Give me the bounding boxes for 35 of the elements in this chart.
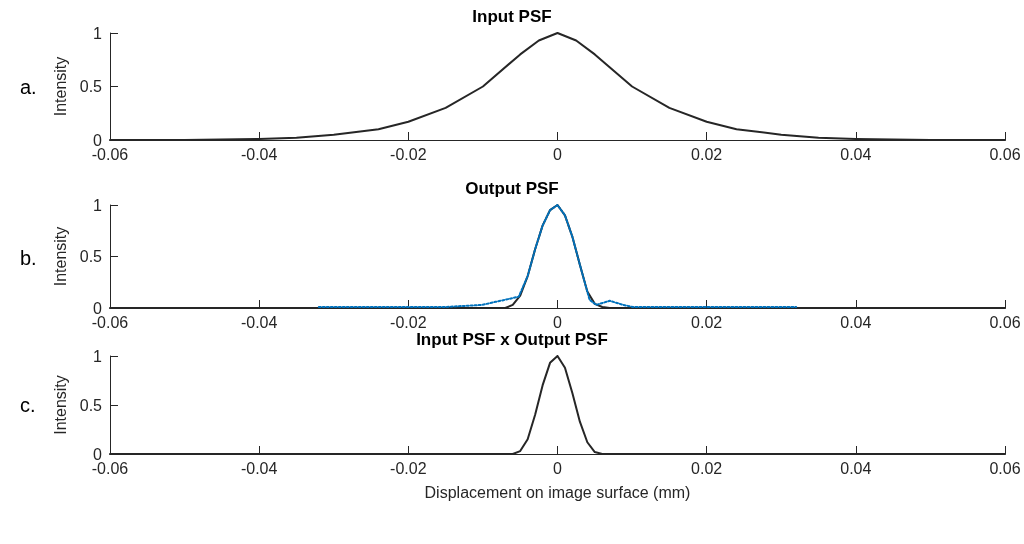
y-axis-title: Intensity [52,226,70,287]
x-tick-label: 0.06 [989,313,1021,331]
x-tick-label: -0.02 [390,313,427,331]
x-tick-label: -0.04 [240,145,278,163]
x-tick-label: 0 [553,145,563,163]
chart-title: Input PSF [472,7,552,26]
x-axis-title: Displacement on image surface (mm) [424,483,691,501]
y-tick-label: 0.5 [79,248,103,265]
y-tick-label: 0.5 [79,396,103,414]
x-tick-label: -0.02 [390,459,427,477]
x-tick-label: 0 [553,313,563,331]
y-tick-label: 0.5 [79,78,103,95]
y-axis-title: Intensity [52,375,70,435]
text: a. [20,75,37,98]
x-tick-label: 0.02 [691,459,723,477]
y-tick-label: 1 [93,196,103,214]
chart-title: Input PSF x Output PSF [416,330,608,349]
text: c. [20,394,36,416]
y-axis-title: Intensity [52,56,70,117]
x-tick-label: 0.04 [840,459,872,477]
y-tick-label: 1 [93,24,103,42]
x-tick-label: 0.02 [691,313,723,331]
x-tick-label: 0 [553,459,563,477]
x-tick-label: 0.06 [989,145,1021,163]
x-tick-label: 0.06 [989,459,1021,477]
x-tick-label: -0.02 [390,145,427,163]
chart-title: Output PSF [465,179,559,198]
x-tick-label: -0.04 [240,313,278,331]
x-tick-label: 0.04 [840,145,872,163]
line-series [317,204,798,308]
x-tick-label: 0.04 [840,313,872,331]
x-tick-label: 0.02 [691,145,723,163]
text: b. [20,247,37,269]
x-tick-label: -0.04 [240,459,278,477]
y-tick-label: 1 [93,347,103,365]
